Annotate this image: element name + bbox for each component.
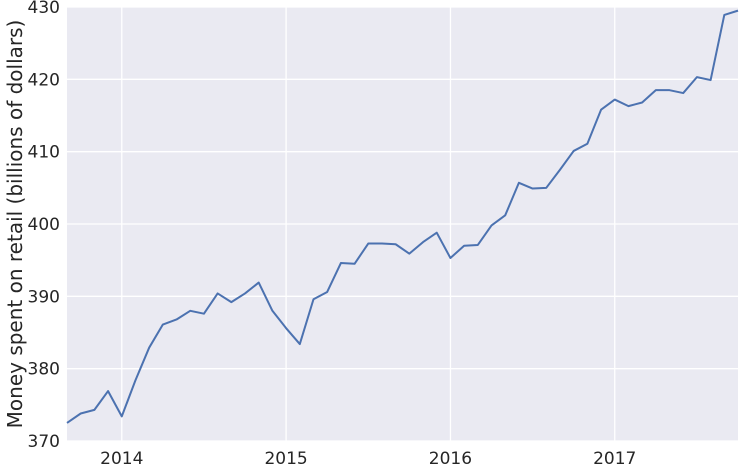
x-tick-label: 2014	[100, 449, 143, 469]
y-tick-label: 380	[28, 360, 60, 380]
x-tick-label: 2016	[429, 449, 472, 469]
x-tick-label: 2015	[264, 449, 307, 469]
y-tick-label: 410	[28, 143, 60, 163]
y-tick-label: 430	[28, 0, 60, 18]
data-layer	[66, 9, 739, 424]
x-tick-label: 2017	[593, 449, 636, 469]
y-tick-label: 390	[28, 287, 60, 307]
y-tick-label: 400	[28, 215, 60, 235]
gridlines	[67, 6, 738, 442]
tick-labels: 370 380 390 400 410 420 430 2014 2015 2016 2017	[28, 0, 637, 469]
series-line	[66, 9, 739, 424]
y-axis-title: Money spent on retail (billions of dolla…	[3, 20, 27, 429]
y-tick-label: 370	[28, 432, 60, 452]
y-tick-label: 420	[28, 70, 60, 90]
